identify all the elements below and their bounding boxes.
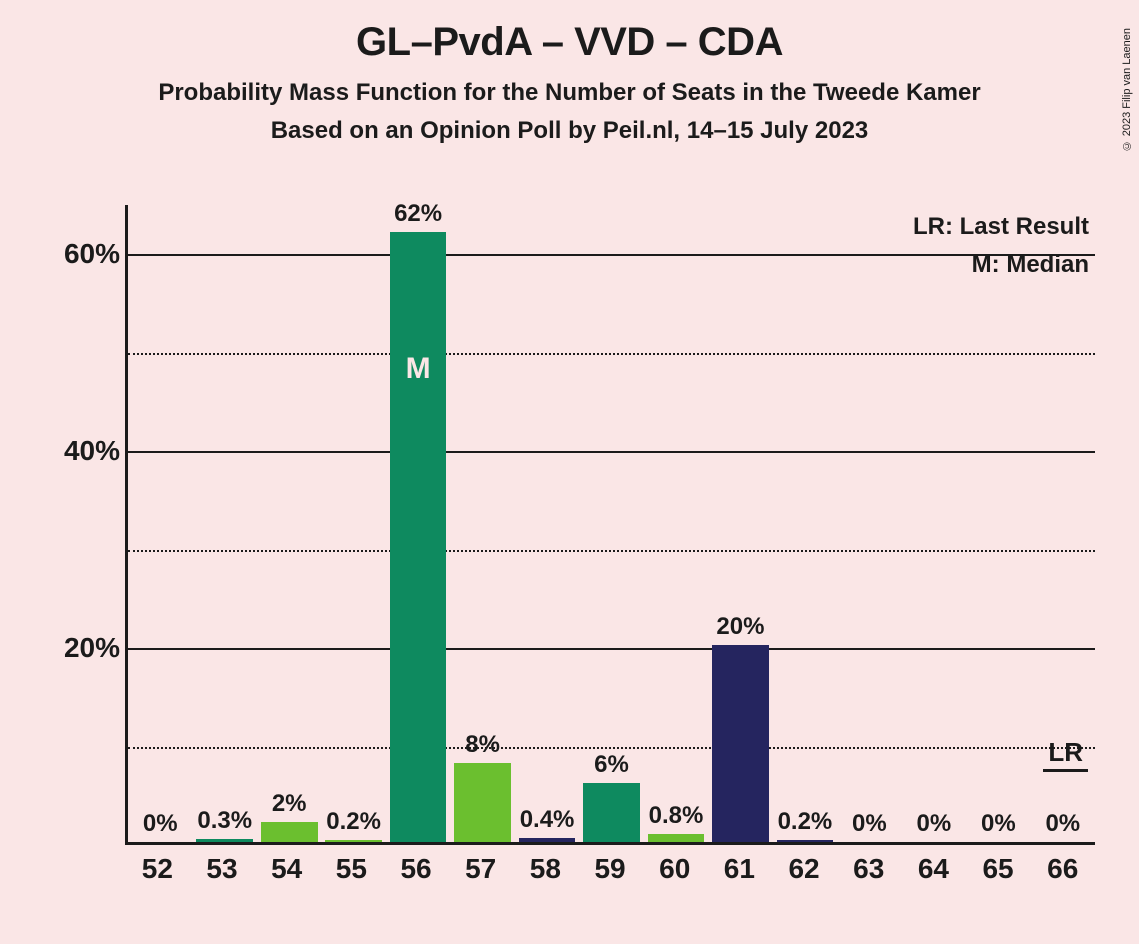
median-marker: M xyxy=(406,352,431,386)
bar-value-label: 0.3% xyxy=(197,807,252,835)
plot-region: LR: Last Result M: Median 0% 0.3% 2% 0.2% 62… xyxy=(125,205,1095,845)
chart-title-sub1: Probability Mass Function for the Number… xyxy=(0,79,1139,107)
bar-value-label: 0% xyxy=(143,810,178,838)
bar-value-label: 0% xyxy=(852,810,887,838)
bar-slot: 6% xyxy=(579,205,643,842)
legend: LR: Last Result M: Median xyxy=(913,208,1089,285)
bar-slot: 20% xyxy=(708,205,772,842)
bar-value-label: 2% xyxy=(272,790,307,818)
legend-lr: LR: Last Result xyxy=(913,208,1089,246)
y-tick-label: 20% xyxy=(40,632,120,664)
bar: 20% xyxy=(712,645,769,842)
bar: 0.2% xyxy=(325,840,382,842)
bar-value-label: 0% xyxy=(1045,810,1080,838)
bar-slot: 0.3% xyxy=(192,205,256,842)
bar: 6% xyxy=(583,783,640,842)
y-tick-label: 40% xyxy=(40,435,120,467)
bar-value-label: 0.8% xyxy=(649,802,704,830)
bar-slot: 2% xyxy=(257,205,321,842)
chart-title-main: GL–PvdA – VVD – CDA xyxy=(0,20,1139,65)
bar-value-label: 0% xyxy=(981,810,1016,838)
x-tick-label: 55 xyxy=(319,853,384,885)
last-result-marker: LR xyxy=(1043,737,1088,772)
x-tick-label: 56 xyxy=(384,853,449,885)
bar-slot: 0.8% xyxy=(644,205,708,842)
x-tick-label: 57 xyxy=(448,853,513,885)
bar-value-label: 0.2% xyxy=(326,808,381,836)
x-tick-label: 66 xyxy=(1030,853,1095,885)
y-tick-label: 60% xyxy=(40,238,120,270)
bar-slot: 8% xyxy=(450,205,514,842)
x-tick-label: 53 xyxy=(190,853,255,885)
bar-value-label: 0.4% xyxy=(520,806,575,834)
bar-value-label: 6% xyxy=(594,751,629,779)
bar-slot: 0.2% xyxy=(321,205,385,842)
bar-slot: 0% xyxy=(902,205,966,842)
bar: 0.3% xyxy=(196,839,253,842)
x-tick-label: 60 xyxy=(642,853,707,885)
bar-value-label: 62% xyxy=(394,200,442,228)
bar-slot: 0.4% xyxy=(515,205,579,842)
x-tick-label: 54 xyxy=(254,853,319,885)
bar-slot: 0% xyxy=(128,205,192,842)
bar-slot: 0% xyxy=(966,205,1030,842)
x-tick-label: 62 xyxy=(772,853,837,885)
x-axis-ticks: 525354555657585960616263646566 xyxy=(125,853,1095,885)
x-tick-label: 64 xyxy=(901,853,966,885)
bar: 0.8% xyxy=(648,834,705,842)
chart-area: LR: Last Result M: Median 0% 0.3% 2% 0.2% 62… xyxy=(40,205,1110,915)
bar-value-label: 8% xyxy=(465,731,500,759)
x-tick-label: 59 xyxy=(578,853,643,885)
x-tick-label: 52 xyxy=(125,853,190,885)
bar-slot: 0% xyxy=(837,205,901,842)
bar-slot: 0.2% xyxy=(773,205,837,842)
bar-value-label: 20% xyxy=(716,613,764,641)
bar: 0.2% xyxy=(777,840,834,842)
bar-slot: 62%M xyxy=(386,205,450,842)
bars-container: 0%0.3%2%0.2%62%M8%0.4%6%0.8%20%0.2%0%0%0… xyxy=(128,205,1095,842)
x-tick-label: 63 xyxy=(836,853,901,885)
bar-value-label: 0.2% xyxy=(778,808,833,836)
bar-value-label: 0% xyxy=(917,810,952,838)
bar: 2% xyxy=(261,822,318,842)
legend-m: M: Median xyxy=(913,246,1089,284)
bar: 62%M xyxy=(390,232,447,842)
chart-title-sub2: Based on an Opinion Poll by Peil.nl, 14–… xyxy=(0,117,1139,145)
copyright-label: © 2023 Filip van Laenen xyxy=(1121,28,1133,151)
x-tick-label: 65 xyxy=(966,853,1031,885)
bar: 0.4% xyxy=(519,838,576,842)
x-tick-label: 61 xyxy=(707,853,772,885)
bar: 8% xyxy=(454,763,511,842)
x-tick-label: 58 xyxy=(513,853,578,885)
